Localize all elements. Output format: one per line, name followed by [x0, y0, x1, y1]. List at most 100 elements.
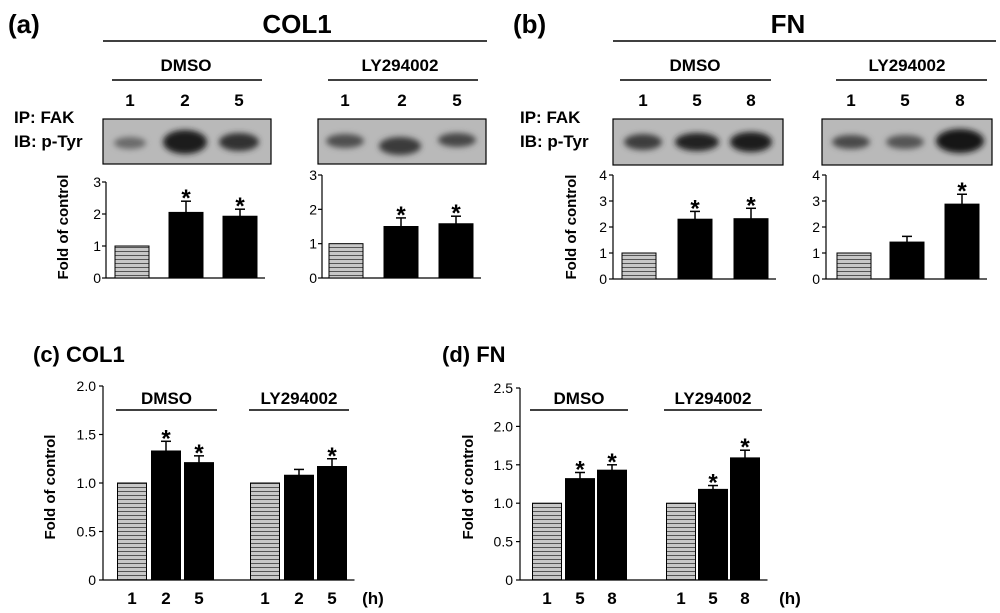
- significance-star: *: [740, 434, 750, 461]
- x-tick-label: 1: [260, 589, 269, 608]
- y-tick-label: 0.5: [494, 534, 514, 550]
- significance-star: *: [607, 449, 617, 476]
- y-tick-label: 2: [93, 206, 101, 222]
- bar-treated: [565, 478, 595, 581]
- bar-treated: [438, 223, 474, 279]
- y-tick-label: 1.5: [77, 427, 97, 443]
- blot-a-ly: [317, 118, 487, 165]
- charts: 0 1 2 3 Fold of control * * 0 1 2 3 * * 0 1 2 3 4 Fold of …: [42, 167, 987, 608]
- bar-control: [836, 252, 872, 280]
- bar-treated: [168, 211, 204, 279]
- significance-star: *: [451, 200, 461, 227]
- bar-treated: [597, 469, 627, 581]
- lane-label: 2: [397, 91, 406, 110]
- panel-b-label: (b): [513, 9, 546, 39]
- bar-control: [117, 482, 147, 581]
- panel-a-label: (a): [8, 9, 40, 39]
- x-tick-label: 5: [575, 589, 584, 608]
- lane-label: 8: [746, 91, 755, 110]
- significance-star: *: [327, 443, 337, 470]
- panel-a-group-ly: LY294002: [362, 56, 439, 75]
- y-tick-label: 0: [88, 572, 96, 588]
- x-tick-label: 5: [708, 589, 717, 608]
- x-tick-label: 8: [740, 589, 749, 608]
- row-label-ib: IB: p-Tyr: [14, 132, 83, 151]
- bar-control: [114, 245, 150, 279]
- lane-label: 5: [900, 91, 909, 110]
- y-tick-label: 2: [812, 219, 820, 235]
- group-label: LY294002: [675, 389, 752, 408]
- x-tick-label: 1: [676, 589, 685, 608]
- bar-treated: [317, 466, 347, 581]
- chart-d: 0 0.5 1.0 1.5 2.0 2.5 Fold of control 1 * 5 * 8 1 * 5 *…: [460, 380, 801, 608]
- y-tick-label: 0: [309, 270, 317, 286]
- bar-treated: [677, 218, 713, 280]
- chart-b-ly: 0 1 2 3 4 *: [812, 167, 987, 287]
- bar-treated: [151, 450, 181, 581]
- bar-treated: [284, 474, 314, 581]
- chart-a-ly: 0 1 2 3 * *: [309, 167, 481, 286]
- chart-b-dmso: 0 1 2 3 4 Fold of control * *: [563, 167, 776, 287]
- y-tick-label: 2.5: [494, 380, 514, 396]
- blot-b-dmso: [612, 118, 784, 166]
- significance-star: *: [161, 425, 171, 452]
- group-label: DMSO: [141, 389, 192, 408]
- y-tick-label: 1: [812, 245, 820, 261]
- significance-star: *: [194, 440, 204, 467]
- lane-label: 8: [955, 91, 964, 110]
- lane-label: 5: [452, 91, 461, 110]
- bar-treated: [733, 218, 769, 280]
- panel-c-title: (c) COL1: [33, 342, 125, 367]
- lane-label: 2: [180, 91, 189, 110]
- panel-b-group-dmso: DMSO: [670, 56, 721, 75]
- y-tick-label: 1: [93, 238, 101, 254]
- x-unit-label: (h): [779, 589, 801, 608]
- row-label-ip: IP: FAK: [14, 108, 75, 127]
- group-label: DMSO: [554, 389, 605, 408]
- bar-control: [250, 482, 280, 581]
- y-tick-label: 0: [93, 270, 101, 286]
- y-tick-label: 0: [505, 572, 513, 588]
- blot-b-ly: [821, 118, 993, 166]
- x-tick-label: 1: [127, 589, 136, 608]
- group-label: LY294002: [261, 389, 338, 408]
- x-tick-label: 2: [161, 589, 170, 608]
- y-tick-label: 4: [599, 167, 607, 183]
- y-axis-label: Fold of control: [42, 435, 59, 540]
- y-tick-label: 3: [93, 174, 101, 190]
- y-tick-label: 2: [599, 219, 607, 235]
- significance-star: *: [708, 470, 718, 497]
- panel-b-group-ly: LY294002: [869, 56, 946, 75]
- x-tick-label: 8: [607, 589, 616, 608]
- y-tick-label: 0.5: [77, 524, 97, 540]
- lane-label: 5: [692, 91, 701, 110]
- y-tick-label: 1: [599, 245, 607, 261]
- y-tick-label: 0: [812, 271, 820, 287]
- x-tick-label: 2: [294, 589, 303, 608]
- y-tick-label: 2: [309, 201, 317, 217]
- significance-star: *: [746, 192, 756, 219]
- bar-control: [666, 502, 696, 581]
- chart-c: 0 0.5 1.0 1.5 2.0 Fold of control 1 * 2 * 5 1 2 * 5 DMS…: [42, 378, 384, 608]
- significance-star: *: [957, 178, 967, 205]
- lane-label: 1: [125, 91, 134, 110]
- bar-control: [621, 252, 657, 280]
- blot-a-dmso: [102, 118, 272, 165]
- y-axis-label: Fold of control: [563, 175, 580, 280]
- bar-treated: [383, 226, 419, 279]
- x-unit-label: (h): [362, 589, 384, 608]
- y-tick-label: 2.0: [494, 418, 514, 434]
- y-tick-label: 1.5: [494, 457, 514, 473]
- bar-treated: [730, 457, 760, 581]
- x-tick-label: 1: [542, 589, 551, 608]
- y-tick-label: 1.0: [494, 495, 514, 511]
- chart-a-dmso: 0 1 2 3 Fold of control * *: [55, 174, 265, 286]
- significance-star: *: [575, 456, 585, 483]
- y-tick-label: 3: [599, 193, 607, 209]
- panel-b-title: FN: [771, 9, 806, 39]
- bar-control: [532, 502, 562, 581]
- bar-treated: [944, 203, 980, 280]
- y-tick-label: 0: [599, 271, 607, 287]
- y-tick-label: 3: [812, 193, 820, 209]
